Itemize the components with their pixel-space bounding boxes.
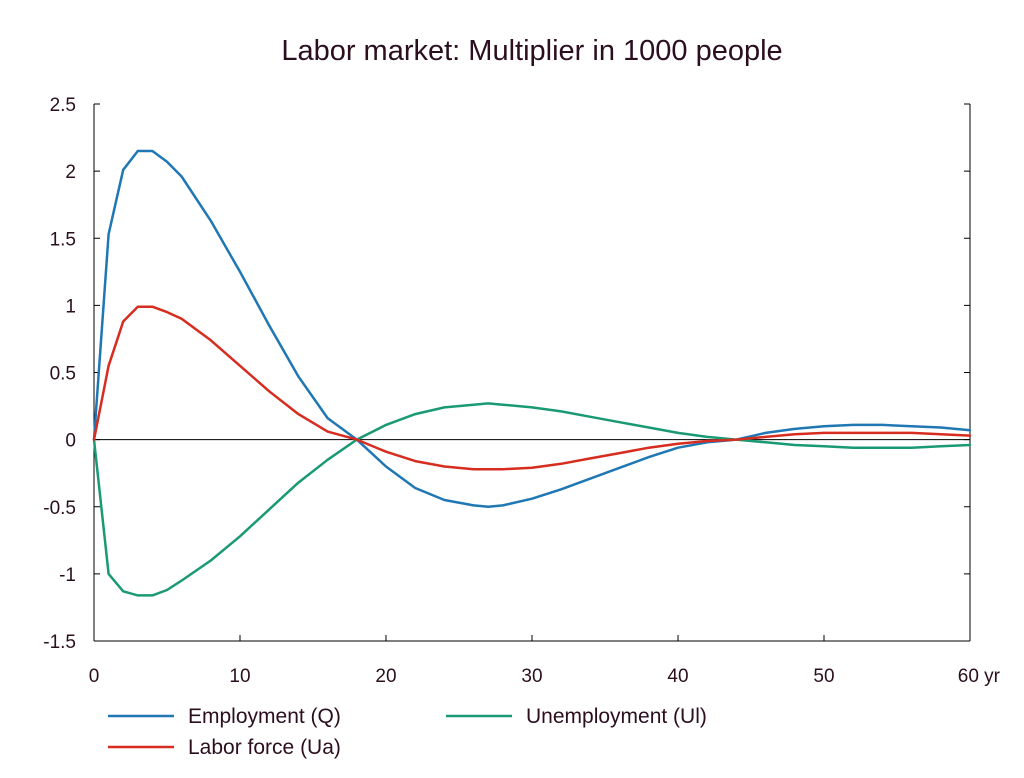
legend-label: Employment (Q)	[188, 705, 341, 728]
legend: Employment (Q) Unemployment (Ul) Labor for…	[108, 705, 707, 759]
x-tick-label: 50	[813, 666, 834, 687]
x-tick-label: 20	[375, 666, 396, 687]
y-tick-label: 0	[65, 431, 76, 452]
legend-label: Labor force (Ua)	[188, 736, 341, 759]
legend-item: Unemployment (Ul)	[446, 705, 707, 728]
chart-title: Labor market: Multiplier in 1000 people	[281, 35, 782, 67]
x-tick-label: 60 yr	[958, 666, 1001, 687]
y-tick-label: 2	[65, 162, 76, 183]
y-tick-label: -1	[59, 565, 76, 586]
series-line-labor-force-ua	[92, 305, 972, 471]
y-tick-label: 0.5	[50, 364, 76, 385]
y-tick-label: 2.5	[50, 95, 76, 116]
y-tick-label: 1.5	[50, 229, 76, 250]
plot-axes: 2.5 2 1.5 1 0.5 0 -0.5 -1 -1.5 0 10 20 30 40 50 60 yr	[43, 95, 1000, 687]
series-line-unemployment-ul	[92, 402, 972, 597]
legend-item: Employment (Q)	[108, 705, 341, 728]
y-tick-label: 1	[65, 296, 76, 317]
legend-label: Unemployment (Ul)	[526, 705, 707, 728]
y-tick-label: -1.5	[43, 632, 76, 653]
series-line-employment-q	[92, 149, 972, 509]
legend-item: Labor force (Ua)	[108, 736, 341, 759]
y-tick-label: -0.5	[43, 498, 76, 519]
series-layer	[92, 149, 972, 597]
x-tick-label: 40	[667, 666, 688, 687]
x-tick-label: 0	[89, 666, 100, 687]
x-tick-label: 10	[229, 666, 250, 687]
x-tick-label: 30	[521, 666, 542, 687]
